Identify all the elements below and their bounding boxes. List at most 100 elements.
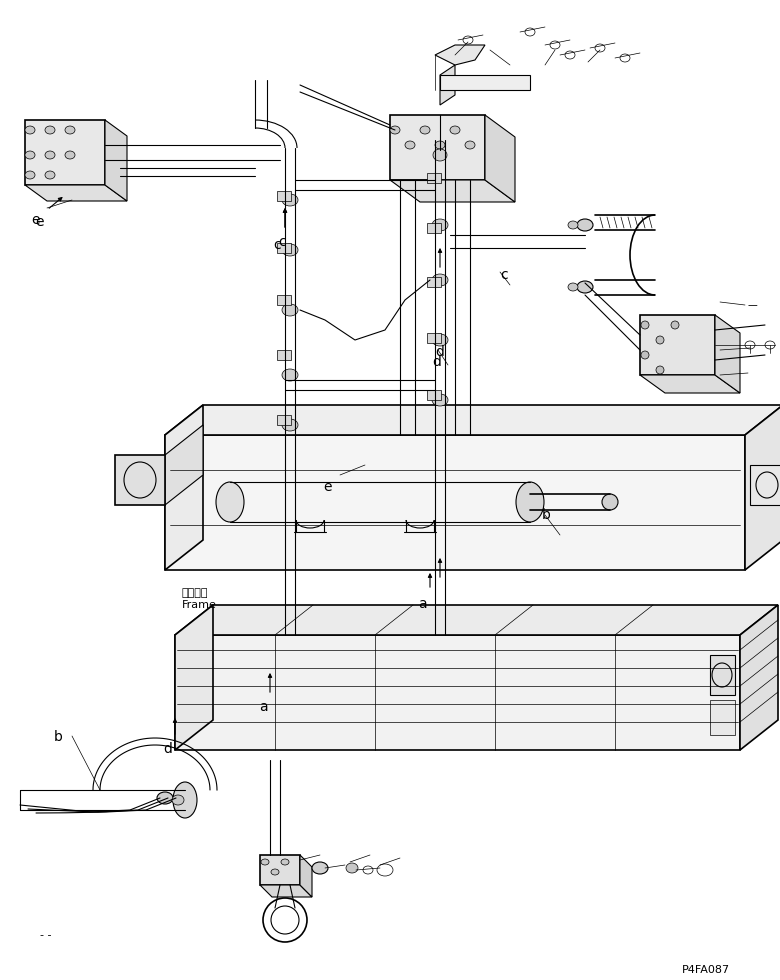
Polygon shape [25,185,127,201]
Ellipse shape [157,792,173,804]
Bar [277,243,291,253]
Text: フレーム: フレーム [182,588,208,598]
Text: e: e [324,480,332,494]
Polygon shape [105,120,127,201]
Ellipse shape [45,171,55,179]
Text: d: d [432,355,441,369]
Ellipse shape [216,482,244,522]
Polygon shape [740,605,778,750]
Bar [277,295,291,305]
Ellipse shape [432,169,448,181]
Text: c: c [278,235,285,249]
Polygon shape [390,115,485,180]
Polygon shape [165,435,745,570]
Text: - -: - - [40,930,51,940]
Ellipse shape [656,366,664,374]
Polygon shape [745,405,780,570]
Ellipse shape [25,171,35,179]
Ellipse shape [45,151,55,159]
Ellipse shape [656,336,664,344]
Polygon shape [715,315,740,393]
Ellipse shape [450,126,460,134]
Polygon shape [640,375,740,393]
Polygon shape [175,605,213,750]
Ellipse shape [577,281,593,293]
Bar [277,415,291,425]
Ellipse shape [25,151,35,159]
Text: c: c [273,238,281,252]
Text: —: — [748,300,757,310]
Ellipse shape [271,869,279,875]
Ellipse shape [281,859,289,865]
Polygon shape [435,45,485,65]
Polygon shape [440,75,530,90]
Ellipse shape [405,141,415,149]
Ellipse shape [641,321,649,329]
Ellipse shape [432,219,448,231]
Ellipse shape [432,394,448,406]
Polygon shape [440,65,455,105]
Polygon shape [300,855,312,897]
Bar [710,700,735,735]
Ellipse shape [568,221,578,229]
Polygon shape [175,635,740,750]
Ellipse shape [641,351,649,359]
Text: e: e [30,213,39,227]
Ellipse shape [432,334,448,346]
Bar [750,465,780,505]
Ellipse shape [390,126,400,134]
Ellipse shape [577,219,593,231]
Ellipse shape [261,859,269,865]
Ellipse shape [432,274,448,286]
Ellipse shape [282,369,298,381]
Polygon shape [640,315,715,375]
Ellipse shape [172,795,184,805]
Text: a: a [417,597,427,611]
Text: P4FA087: P4FA087 [682,965,730,975]
Text: d: d [164,742,172,756]
Bar [427,223,441,233]
Ellipse shape [516,482,544,522]
Ellipse shape [65,126,75,134]
Text: Frame: Frame [182,600,217,610]
Ellipse shape [282,244,298,256]
Bar [710,655,735,695]
Polygon shape [485,115,515,202]
Bar [427,277,441,287]
Polygon shape [165,425,203,505]
Text: a: a [259,700,268,714]
Text: c: c [500,268,508,282]
Bar [427,173,441,183]
Text: b: b [54,730,62,744]
Text: d: d [435,345,444,359]
Ellipse shape [346,863,358,873]
Bar [427,333,441,343]
Ellipse shape [435,141,445,149]
Polygon shape [25,120,105,185]
Ellipse shape [282,419,298,431]
Ellipse shape [568,283,578,291]
Ellipse shape [282,304,298,316]
Ellipse shape [25,126,35,134]
Bar [277,350,291,360]
Ellipse shape [173,782,197,818]
Ellipse shape [465,141,475,149]
Ellipse shape [65,151,75,159]
Ellipse shape [602,494,618,510]
Text: b: b [542,508,551,522]
Polygon shape [260,885,312,897]
Bar [115,455,165,505]
Polygon shape [260,855,300,885]
Ellipse shape [45,126,55,134]
Bar [277,191,291,201]
Ellipse shape [282,194,298,206]
Text: e: e [35,215,44,229]
Polygon shape [165,405,780,435]
Bar [427,390,441,400]
Polygon shape [165,405,203,570]
Ellipse shape [420,126,430,134]
Ellipse shape [433,149,447,161]
Ellipse shape [312,862,328,874]
Polygon shape [390,180,515,202]
Ellipse shape [671,321,679,329]
